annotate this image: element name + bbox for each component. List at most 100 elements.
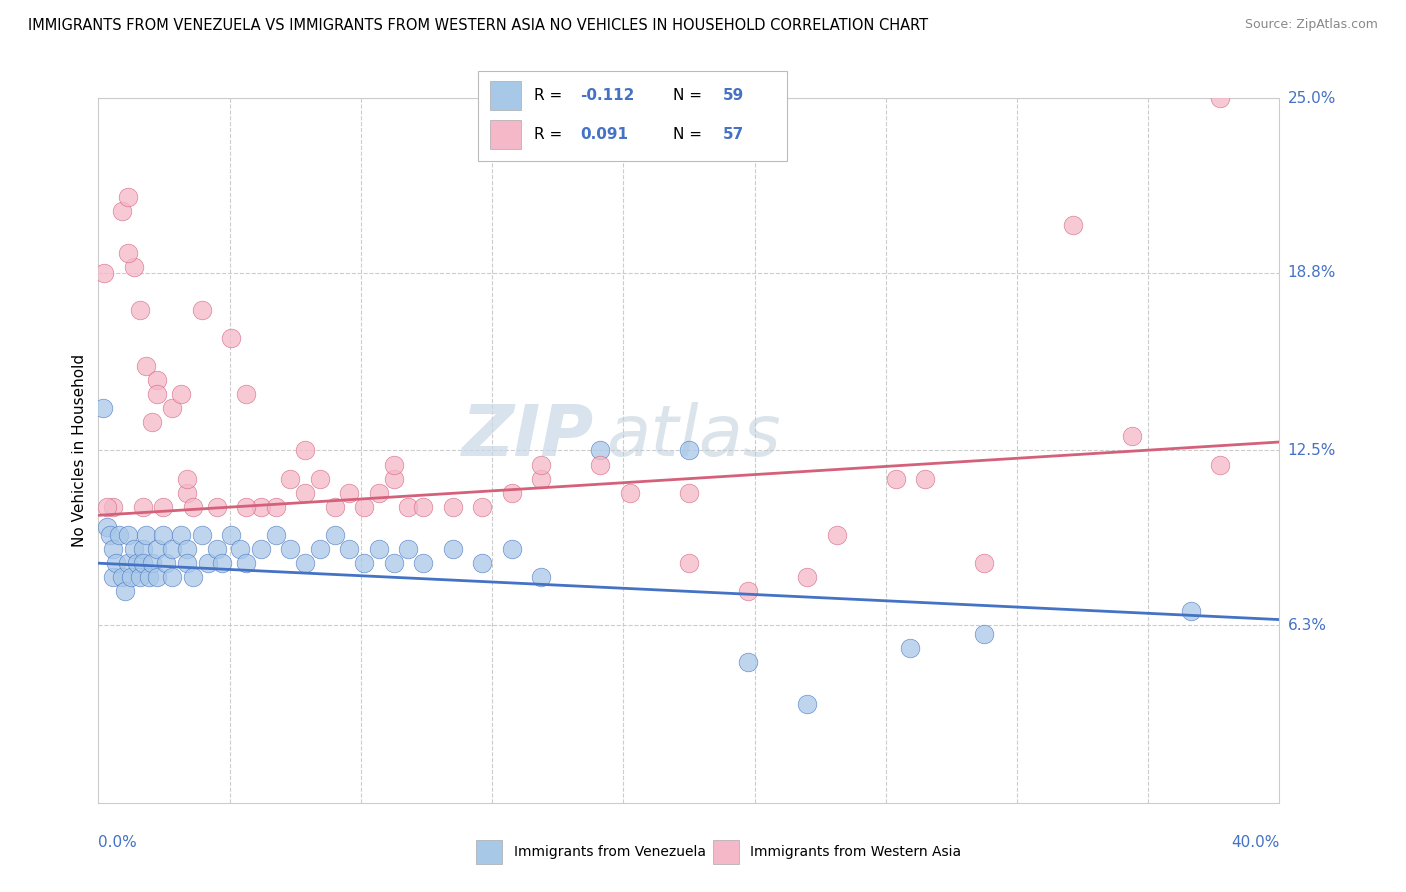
Point (111, 203, 134, 218)
Point (176, 472, 198, 486)
Point (146, 542, 169, 557)
Point (108, 528, 131, 542)
Point (471, 500, 494, 514)
Point (619, 485, 641, 500)
Point (146, 570, 169, 584)
Point (471, 556, 494, 570)
Point (368, 542, 391, 557)
Text: 40.0%: 40.0% (1232, 835, 1279, 849)
Point (91, 401, 114, 416)
Point (339, 485, 361, 500)
Point (122, 542, 145, 557)
Point (796, 570, 818, 584)
Point (382, 556, 405, 570)
Point (235, 387, 257, 401)
Text: N =: N = (673, 128, 707, 142)
Point (162, 542, 183, 557)
Point (353, 556, 375, 570)
Point (155, 556, 177, 570)
Point (176, 556, 198, 570)
Point (111, 570, 134, 584)
Point (250, 500, 273, 514)
Text: 57: 57 (723, 128, 744, 142)
Point (181, 570, 204, 584)
Point (589, 443, 612, 458)
Point (973, 556, 995, 570)
Point (117, 246, 139, 260)
Point (235, 556, 257, 570)
FancyBboxPatch shape (491, 120, 522, 149)
FancyBboxPatch shape (478, 71, 787, 161)
Point (96, 500, 118, 514)
Point (398, 500, 420, 514)
Point (221, 528, 243, 542)
Point (191, 528, 214, 542)
Text: 12.5%: 12.5% (1288, 443, 1336, 458)
Point (132, 542, 155, 557)
Point (197, 556, 219, 570)
Text: 0.0%: 0.0% (98, 835, 138, 849)
Point (678, 443, 700, 458)
Point (120, 570, 142, 584)
Point (280, 472, 302, 486)
Text: R =: R = (534, 88, 567, 103)
Point (884, 472, 907, 486)
Point (250, 542, 273, 557)
Point (501, 542, 523, 557)
Point (132, 556, 155, 570)
Point (1062, 218, 1084, 232)
Text: ZIP: ZIP (463, 402, 595, 471)
Point (135, 528, 157, 542)
Point (678, 556, 700, 570)
Text: 18.8%: 18.8% (1288, 266, 1336, 280)
Point (323, 528, 346, 542)
FancyBboxPatch shape (477, 839, 502, 864)
Point (117, 556, 139, 570)
Point (191, 302, 214, 317)
Point (103, 570, 125, 584)
Point (309, 542, 332, 557)
Point (294, 443, 316, 458)
Point (141, 415, 163, 429)
FancyBboxPatch shape (713, 839, 738, 864)
Point (382, 472, 405, 486)
Point (441, 542, 464, 557)
Point (152, 500, 174, 514)
Point (796, 697, 818, 711)
Point (382, 458, 405, 472)
Text: -0.112: -0.112 (581, 88, 634, 103)
Text: 59: 59 (723, 88, 744, 103)
Point (128, 302, 150, 317)
Text: R =: R = (534, 128, 567, 142)
Point (125, 556, 148, 570)
Point (162, 401, 183, 416)
Point (530, 458, 553, 472)
Point (98, 528, 121, 542)
Point (141, 556, 163, 570)
Point (353, 500, 375, 514)
Point (170, 387, 193, 401)
Point (205, 500, 228, 514)
Point (323, 500, 346, 514)
Point (294, 556, 316, 570)
Point (339, 542, 361, 557)
Point (1209, 91, 1232, 105)
Point (146, 373, 169, 387)
Point (176, 485, 198, 500)
Point (122, 260, 145, 275)
Point (441, 500, 464, 514)
Point (1121, 429, 1143, 443)
Point (973, 626, 995, 640)
Point (914, 472, 936, 486)
Point (211, 556, 233, 570)
Point (181, 500, 204, 514)
Point (368, 485, 391, 500)
Point (737, 655, 759, 669)
Point (678, 485, 700, 500)
Point (176, 542, 198, 557)
Point (264, 528, 287, 542)
Point (132, 500, 155, 514)
Point (1209, 458, 1232, 472)
Text: 0.091: 0.091 (581, 128, 628, 142)
Point (117, 190, 139, 204)
